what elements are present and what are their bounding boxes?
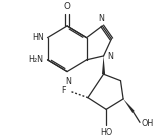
Text: N: N [108, 52, 114, 61]
Polygon shape [123, 99, 135, 113]
Text: F: F [61, 86, 66, 95]
Text: HO: HO [100, 128, 112, 137]
Text: N: N [98, 14, 104, 23]
Text: OH: OH [141, 119, 154, 128]
Polygon shape [102, 56, 105, 74]
Text: H₂N: H₂N [29, 55, 44, 64]
Text: N: N [65, 77, 71, 86]
Text: O: O [64, 2, 71, 11]
Text: HN: HN [32, 33, 44, 42]
